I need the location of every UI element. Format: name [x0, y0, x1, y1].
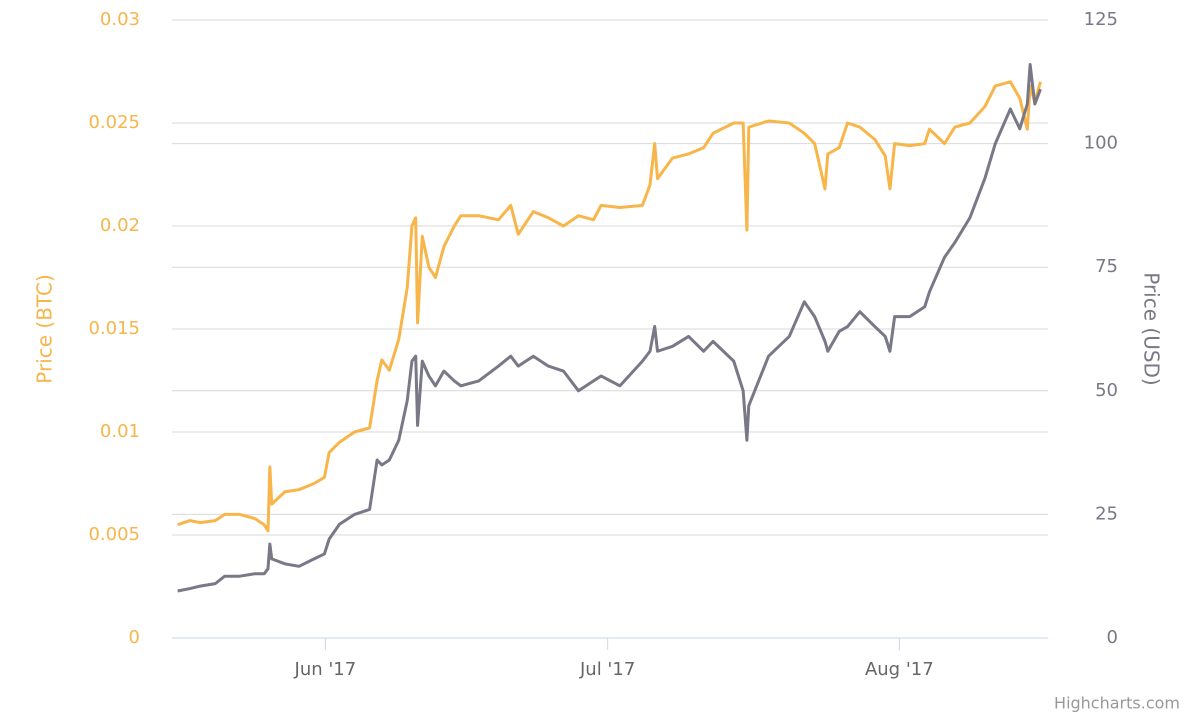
y-tick-label: 0.015: [88, 318, 140, 339]
y-tick-label: 0.01: [100, 421, 140, 442]
x-tick-label: Jun '17: [294, 659, 357, 680]
credit: Highcharts.com: [1054, 694, 1180, 713]
grid: [172, 19, 1048, 650]
line-series: [177, 62, 1042, 593]
y2-axis-title: Price (USD): [1140, 272, 1164, 386]
marks: [177, 62, 1042, 593]
y2-tick-label: 75: [1095, 256, 1118, 277]
y-tick-label: 0: [129, 627, 140, 648]
y2-tick-label: 50: [1095, 380, 1118, 401]
y-tick-label: 0.02: [100, 215, 140, 236]
y2-tick-label: 125: [1084, 9, 1118, 30]
y-tick-label: 0.025: [88, 112, 140, 133]
y2-tick-label: 100: [1084, 133, 1118, 154]
x-tick-label: Aug '17: [865, 659, 934, 680]
y2-tick-label: 0: [1107, 627, 1118, 648]
line-series: [177, 80, 1042, 533]
x-tick-label: Jul '17: [579, 659, 635, 680]
y-tick-label: 0.005: [88, 524, 140, 545]
y-axis-title: Price (BTC): [33, 274, 57, 383]
y-tick-label: 0.03: [100, 9, 140, 30]
y2-tick-label: 25: [1095, 503, 1118, 524]
